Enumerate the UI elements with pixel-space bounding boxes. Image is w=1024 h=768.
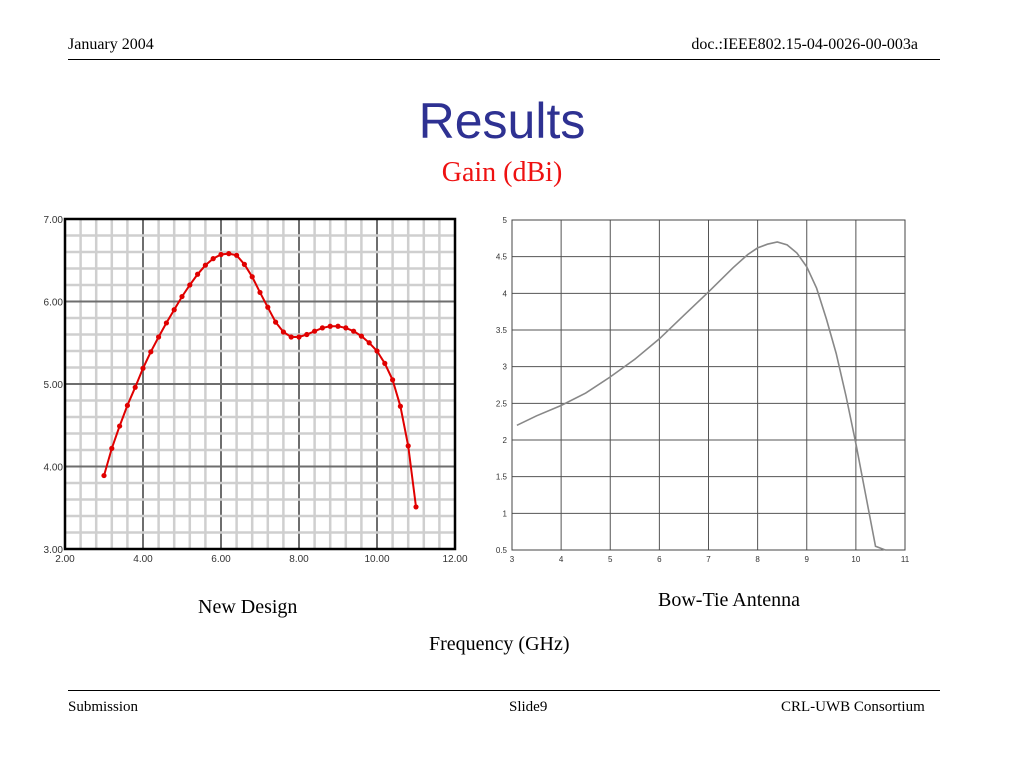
data-point [304,331,310,338]
data-point [335,323,341,329]
data-point [413,504,419,510]
data-point [273,319,279,325]
data-point [249,274,255,280]
data-point [374,348,380,354]
plot-frame [63,217,457,551]
y-tick-label: 3.5 [496,326,508,335]
data-point [132,384,138,390]
x-tick-label: 4 [559,555,564,564]
data-point [195,271,201,277]
slide-subtitle: Gain (dBi) [441,157,563,188]
y-tick-label: 1 [503,509,508,518]
y-tick-label: 2 [503,436,508,445]
chart-bow-tie: 0.5 1 1.5 2 2.5 3 3.5 4 4.5 5 3 4 5 6 7 8 9 10 11 [496,216,910,564]
data-point [124,402,130,409]
data-point [210,256,216,262]
data-point [109,445,115,451]
data-point [327,323,333,329]
x-tick-label: 10.00 [364,554,389,565]
data-point [296,334,302,340]
data-point [390,377,396,383]
data-point [405,443,411,449]
x-tick-label: 12.00 [442,554,467,565]
footer-slide-number: Slide9 [509,699,548,715]
y-tick-label: 2.5 [496,399,508,408]
x-tick-label: 7 [706,555,711,564]
data-point [397,403,403,409]
x-tick-label: 11 [901,555,910,564]
y-tick-label: 4 [503,289,508,298]
data-point [366,340,372,346]
x-axis-label: Frequency (GHz) [429,633,570,655]
y-tick-label: 4.00 [44,463,64,474]
chart-new-design: 3.00 4.00 5.00 6.00 7.00 2.00 4.00 6.00 8.00 10.0… [44,215,468,565]
header-doc-id: doc.:IEEE802.15-04-0026-00-003a [691,36,918,53]
header-date: January 2004 [68,36,154,53]
data-point [358,333,364,339]
data-point [280,329,286,335]
data-point [140,365,146,371]
footer-left: Submission [68,699,139,715]
data-point [179,293,185,300]
data-point [163,320,169,326]
data-point [351,328,357,334]
x-tick-label: 3 [510,555,515,564]
data-point [117,423,123,429]
x-tick-label: 9 [805,555,810,564]
data-point [218,251,224,258]
data-point [382,360,388,366]
y-tick-label: 6.00 [44,298,64,309]
series-line [516,241,886,551]
x-tick-label: 5 [608,555,613,564]
plot-frame [511,219,906,551]
x-tick-label: 8 [755,555,760,564]
data-point [156,334,162,340]
data-point [319,325,325,331]
x-tick-label: 2.00 [55,554,75,565]
y-tick-label: 5 [503,216,508,225]
header-rule [68,59,940,60]
caption-new-design: New Design [198,596,298,618]
footer-rule [68,690,940,691]
data-point [148,349,154,355]
data-point [312,328,318,334]
x-tick-label: 10 [851,555,860,564]
y-tick-label: 7.00 [44,215,64,226]
y-tick-label: 3 [503,363,508,372]
data-point [343,325,349,331]
x-tick-label: 6 [657,555,662,564]
data-point [187,282,193,288]
y-tick-label: 3.00 [44,545,64,556]
caption-bow-tie: Bow-Tie Antenna [658,589,801,611]
slide-title: Results [418,93,586,149]
data-point [241,261,247,267]
x-tick-label: 8.00 [289,554,309,565]
y-tick-label: 4.5 [496,253,508,262]
data-point [226,251,232,257]
y-tick-label: 0.5 [496,546,508,555]
data-point [234,252,240,258]
x-tick-label: 4.00 [133,554,153,565]
footer-right: CRL-UWB Consortium [781,699,925,715]
data-point [265,304,271,310]
data-point [288,334,294,340]
y-tick-label: 5.00 [44,380,64,391]
data-point [202,262,208,268]
data-point [101,472,107,479]
data-point [171,307,177,313]
data-point [257,289,263,296]
x-tick-label: 6.00 [211,554,231,565]
y-tick-label: 1.5 [496,473,508,482]
